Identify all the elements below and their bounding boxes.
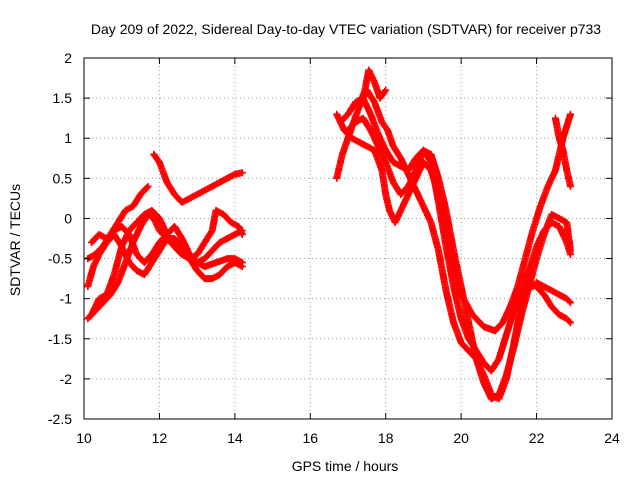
y-tick-label: -0.5 [48,251,72,267]
data-point [567,251,574,258]
y-tick-label: -1.5 [48,331,72,347]
data-point [565,297,573,305]
data-point [567,110,574,118]
data-point [143,184,151,191]
y-tick-label: 0 [64,210,72,226]
data-point [567,319,574,327]
x-tick-label: 24 [604,430,620,446]
y-tick-label: 0.5 [53,170,73,186]
series-trace-f [150,150,246,206]
data-point [382,86,390,94]
data-point [237,262,245,270]
series-trace-k [355,86,574,403]
data-point [238,231,246,238]
y-tick-label: -1 [60,291,73,307]
data-point [567,182,574,190]
chart-title: Day 209 of 2022, Sidereal Day-to-day VTE… [91,21,601,37]
x-tick-label: 14 [227,430,243,446]
series-trace-e [88,206,246,319]
y-tick-label: 2 [64,50,72,66]
y-tick-label: 1 [64,130,72,146]
x-tick-label: 20 [453,430,469,446]
x-axis-label: GPS time / hours [292,458,399,474]
y-tick-label: -2 [60,371,73,387]
plot-frame [83,57,613,420]
x-tick-label: 10 [76,430,92,446]
data-point [144,182,152,190]
x-tick-label: 22 [529,430,545,446]
y-tick-label: -2.5 [48,411,72,427]
data-point [567,299,574,307]
data-point [565,317,573,325]
series-trace-g [333,66,390,182]
y-axis-label: SDTVAR / TECUs [7,184,23,296]
x-tick-label: 16 [302,430,318,446]
data-point [238,263,246,271]
x-tick-label: 18 [378,430,394,446]
data-point [238,169,246,177]
x-tick-label: 12 [152,430,168,446]
y-tick-label: 1.5 [53,90,73,106]
series-trace-m [551,114,574,190]
axis-ticks: 10 12 14 16 18 20 22 24 -2.5 -2 -1.5 -1 -0.5 0 0.5 1 1.5… [48,50,620,446]
series-trace-j [344,114,574,375]
series-trace-l [529,279,574,307]
data-point [381,87,389,95]
data-series [84,66,574,403]
